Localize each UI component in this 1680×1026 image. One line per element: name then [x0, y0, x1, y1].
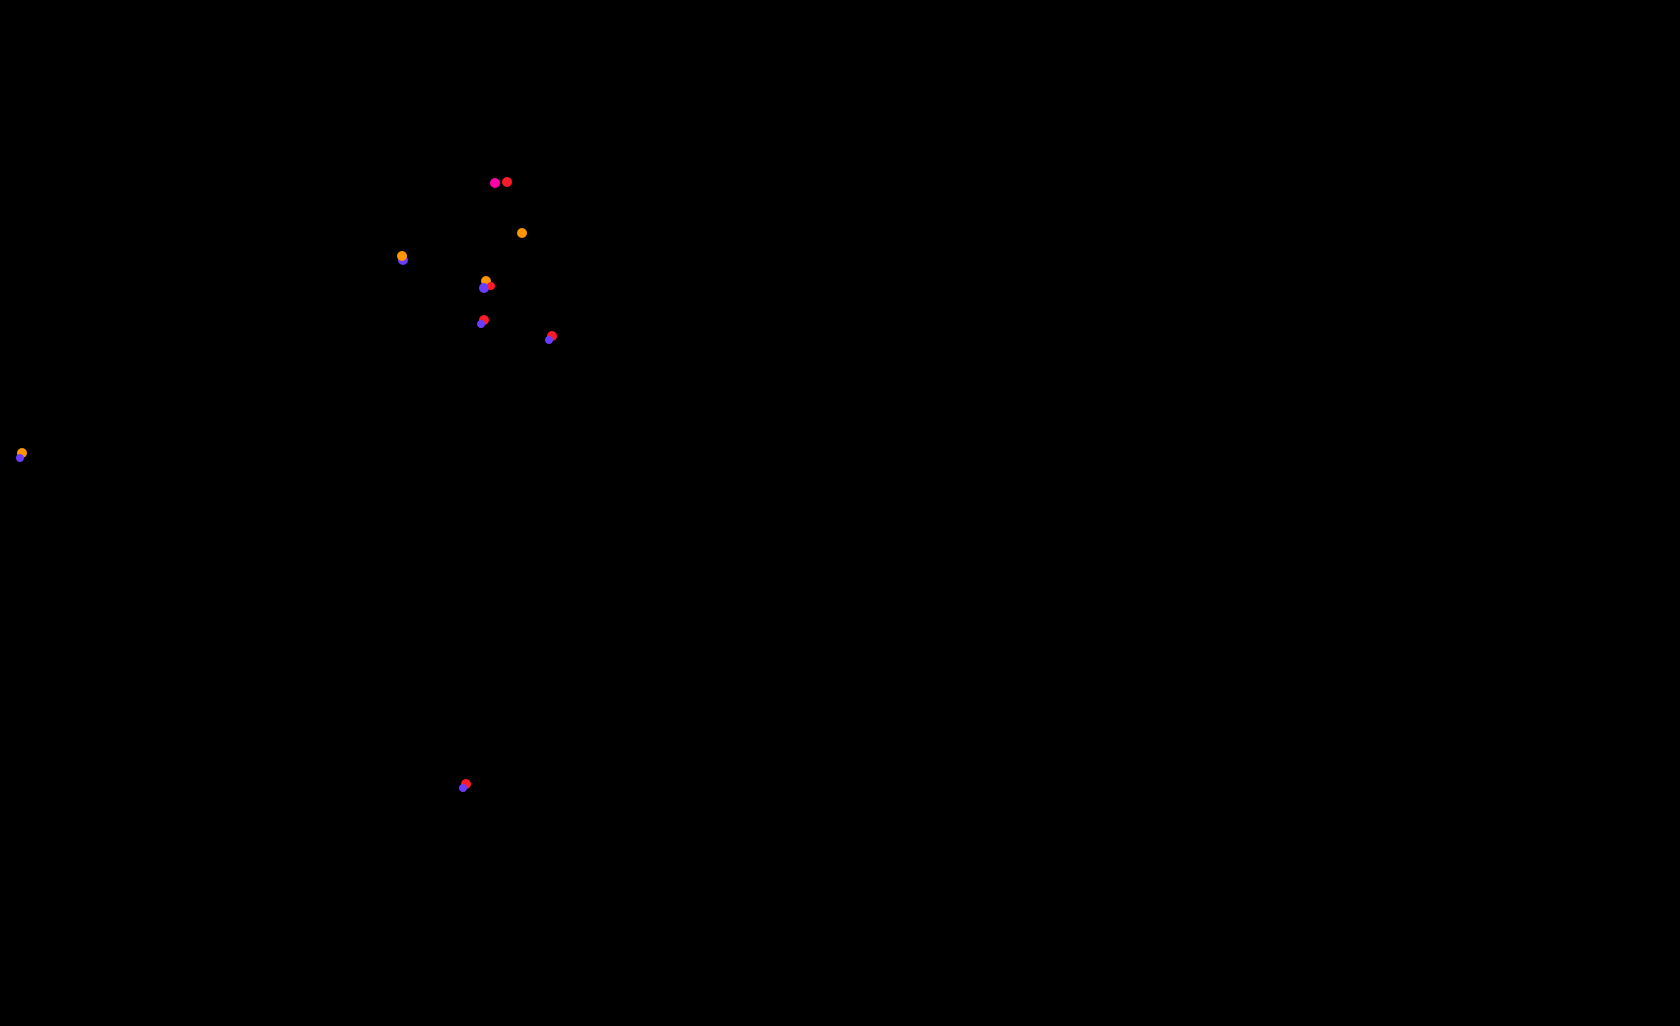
- scatter-plot: [0, 0, 1680, 1026]
- scatter-point: [502, 177, 512, 187]
- scatter-point: [397, 251, 407, 261]
- scatter-point: [459, 784, 467, 792]
- scatter-point: [477, 320, 485, 328]
- scatter-point: [545, 336, 553, 344]
- scatter-point: [490, 178, 500, 188]
- scatter-point: [517, 228, 527, 238]
- scatter-point: [16, 454, 24, 462]
- scatter-point: [487, 282, 495, 290]
